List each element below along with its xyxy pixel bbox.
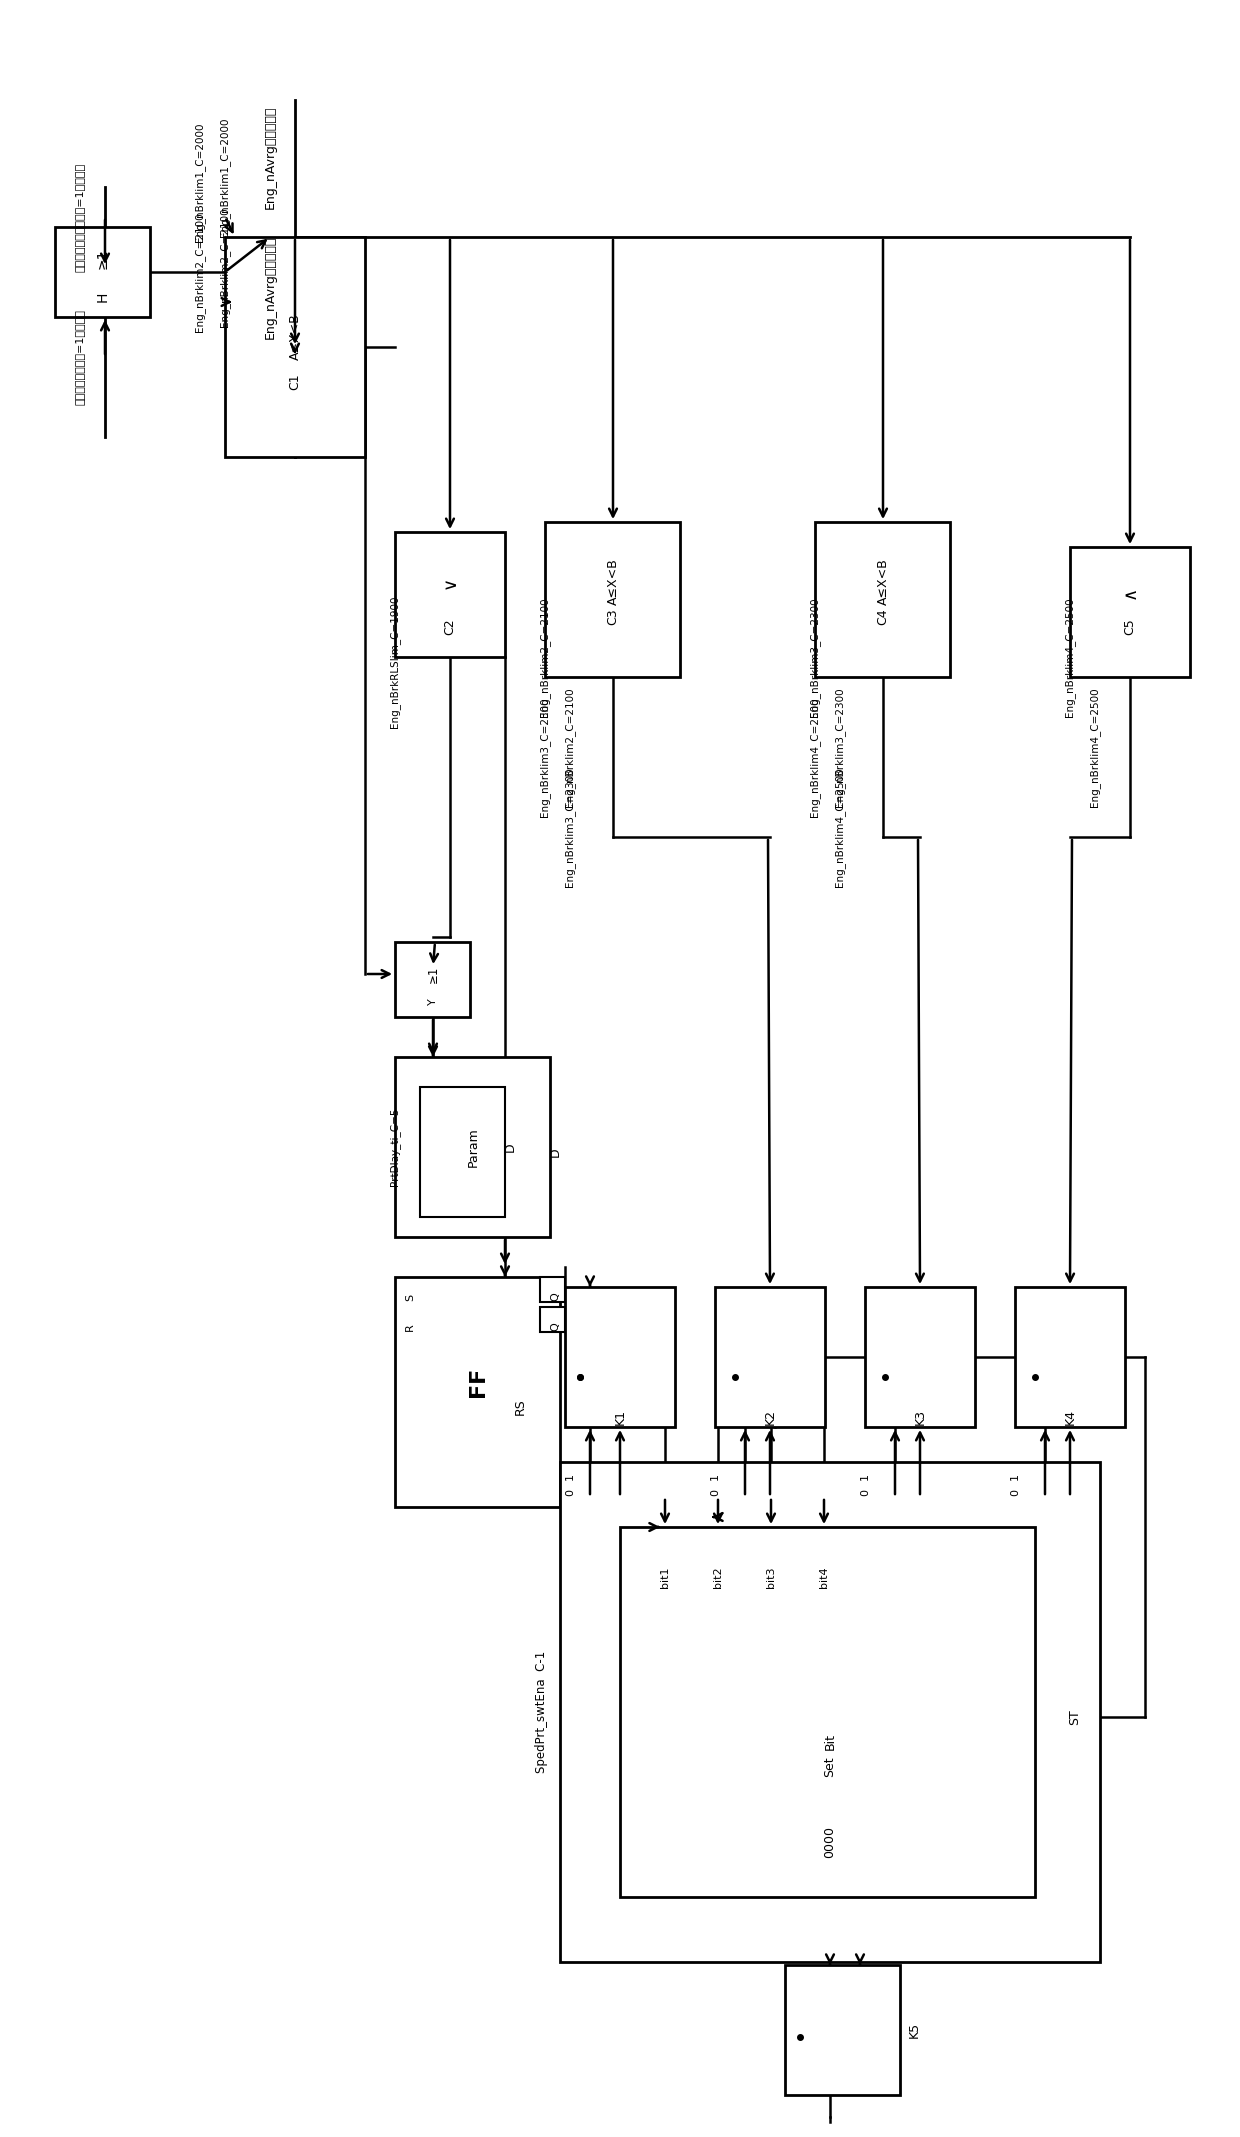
Text: Eng_nBrkRLSlim_C=1900: Eng_nBrkRLSlim_C=1900	[389, 596, 401, 729]
Text: C1: C1	[289, 374, 301, 391]
Text: Eng_nBrklim2_C=2100: Eng_nBrklim2_C=2100	[564, 688, 575, 808]
Bar	[396, 1278, 560, 1507]
Text: 0: 0	[861, 1489, 870, 1496]
Text: ≥1: ≥1	[95, 248, 110, 269]
Text: Eng_nBrklim3_C=2300: Eng_nBrklim3_C=2300	[835, 688, 846, 808]
Text: ST: ST	[1069, 1710, 1081, 1725]
Text: C5: C5	[1123, 618, 1137, 635]
Text: Eng_nAvrg发动机转速: Eng_nAvrg发动机转速	[263, 105, 277, 209]
Text: ∨: ∨	[441, 575, 459, 588]
Bar	[785, 1966, 900, 2094]
Text: 排气（制动蝶阀）状态=1（开启）: 排气（制动蝶阀）状态=1（开启）	[74, 162, 86, 271]
Text: FF: FF	[467, 1368, 489, 1398]
Text: bit4: bit4	[818, 1566, 830, 1588]
Text: Eng_nBrklim1_C=2000: Eng_nBrklim1_C=2000	[219, 118, 231, 237]
Text: Eng_nBrklim3_C=2300: Eng_nBrklim3_C=2300	[564, 767, 575, 887]
Text: Q̄: Q̄	[551, 1323, 560, 1331]
Bar	[565, 1286, 675, 1428]
Text: PrtDlay_ti_C=5: PrtDlay_ti_C=5	[389, 1107, 401, 1186]
Bar	[546, 521, 680, 677]
Bar	[1070, 547, 1190, 677]
Text: 0: 0	[1011, 1489, 1021, 1496]
Text: Param: Param	[466, 1126, 480, 1167]
Text: 0000: 0000	[823, 1825, 837, 1857]
Bar	[620, 1528, 1035, 1898]
Text: S: S	[405, 1293, 415, 1301]
Text: Eng_nBrklim2_C=2100: Eng_nBrklim2_C=2100	[539, 596, 551, 716]
Text: 0: 0	[711, 1489, 720, 1496]
Text: Eng_nBrklim2_C=2100: Eng_nBrklim2_C=2100	[219, 207, 231, 327]
Text: RS: RS	[513, 1398, 527, 1415]
Text: Eng_nBrklim4_C=2500: Eng_nBrklim4_C=2500	[835, 767, 846, 887]
Bar	[420, 1088, 505, 1216]
Bar	[396, 1058, 551, 1237]
Text: Set: Set	[823, 1757, 837, 1778]
Text: ∧: ∧	[1121, 586, 1140, 598]
Text: D: D	[548, 1148, 562, 1156]
Bar	[815, 521, 950, 677]
Text: SpedPrt_swtEna  C-1: SpedPrt_swtEna C-1	[536, 1652, 548, 1774]
Text: Eng_nBrklim1_C=2000: Eng_nBrklim1_C=2000	[195, 122, 206, 241]
Text: Eng_nBrklim4_C=2500: Eng_nBrklim4_C=2500	[1065, 596, 1075, 716]
Bar	[396, 942, 470, 1017]
Text: 1: 1	[861, 1475, 870, 1481]
Text: H: H	[95, 293, 110, 301]
Text: Eng_nBrklim4_C=2500: Eng_nBrklim4_C=2500	[810, 697, 821, 816]
Text: K3: K3	[914, 1408, 926, 1425]
Text: Eng_nBrklim4_C=2500: Eng_nBrklim4_C=2500	[1090, 688, 1100, 808]
Bar	[396, 532, 505, 656]
Text: Q: Q	[551, 1293, 560, 1301]
Text: Eng_nAvrg发动机转速: Eng_nAvrg发动机转速	[263, 235, 277, 338]
Text: K1: K1	[614, 1408, 626, 1425]
Text: 0: 0	[565, 1489, 575, 1496]
Bar	[560, 1462, 1100, 1962]
Text: ≥1: ≥1	[427, 966, 439, 983]
Text: Eng_nBrklim3_C=2300: Eng_nBrklim3_C=2300	[810, 596, 821, 716]
Text: C4: C4	[877, 609, 889, 626]
Text: Eng_nBrklim2_C=2100: Eng_nBrklim2_C=2100	[195, 212, 206, 331]
Text: 气缸压缩制动状态=1（开启）: 气缸压缩制动状态=1（开启）	[74, 310, 86, 404]
Text: A≤X<B: A≤X<B	[606, 558, 620, 605]
Text: 1: 1	[565, 1475, 575, 1481]
Text: Y: Y	[428, 998, 438, 1004]
Text: R: R	[405, 1323, 415, 1331]
Text: A≤X<B: A≤X<B	[289, 314, 301, 361]
Text: bit1: bit1	[660, 1566, 670, 1588]
Text: 1: 1	[1011, 1475, 1021, 1481]
Text: bit2: bit2	[713, 1566, 723, 1588]
Bar	[539, 1278, 565, 1301]
Bar	[715, 1286, 825, 1428]
Text: K2: K2	[764, 1408, 776, 1425]
Text: A≤X<B: A≤X<B	[877, 558, 889, 605]
Bar	[224, 237, 365, 457]
Text: D: D	[503, 1141, 517, 1152]
Text: Bit: Bit	[823, 1733, 837, 1750]
Bar	[1016, 1286, 1125, 1428]
Text: K4: K4	[1064, 1408, 1076, 1425]
Bar	[866, 1286, 975, 1428]
Text: K5: K5	[908, 2022, 921, 2039]
Text: C3: C3	[606, 609, 620, 626]
Bar	[539, 1308, 565, 1331]
Text: C2: C2	[444, 620, 456, 635]
Text: bit3: bit3	[766, 1566, 776, 1588]
Text: Eng_nBrklim3_C=2300: Eng_nBrklim3_C=2300	[539, 697, 551, 816]
Text: 1: 1	[711, 1475, 720, 1481]
Bar	[55, 227, 150, 316]
